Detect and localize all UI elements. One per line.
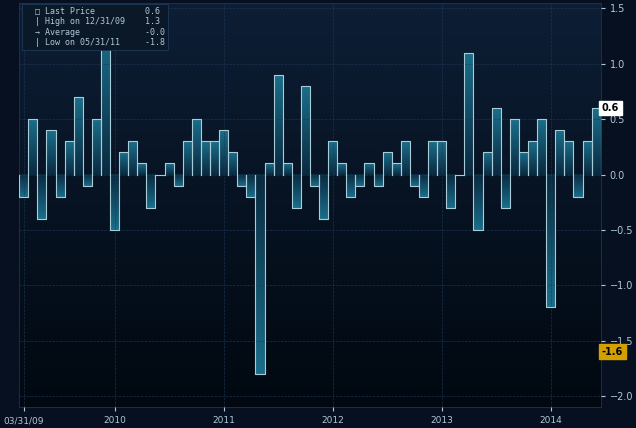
Text: 0.6: 0.6	[602, 103, 619, 113]
Text: -1.6: -1.6	[602, 347, 623, 357]
Text: □ Last Price          0.6
  | High on 12/31/09    1.3
  → Average             -0: □ Last Price 0.6 | High on 12/31/09 1.3 …	[25, 7, 165, 47]
